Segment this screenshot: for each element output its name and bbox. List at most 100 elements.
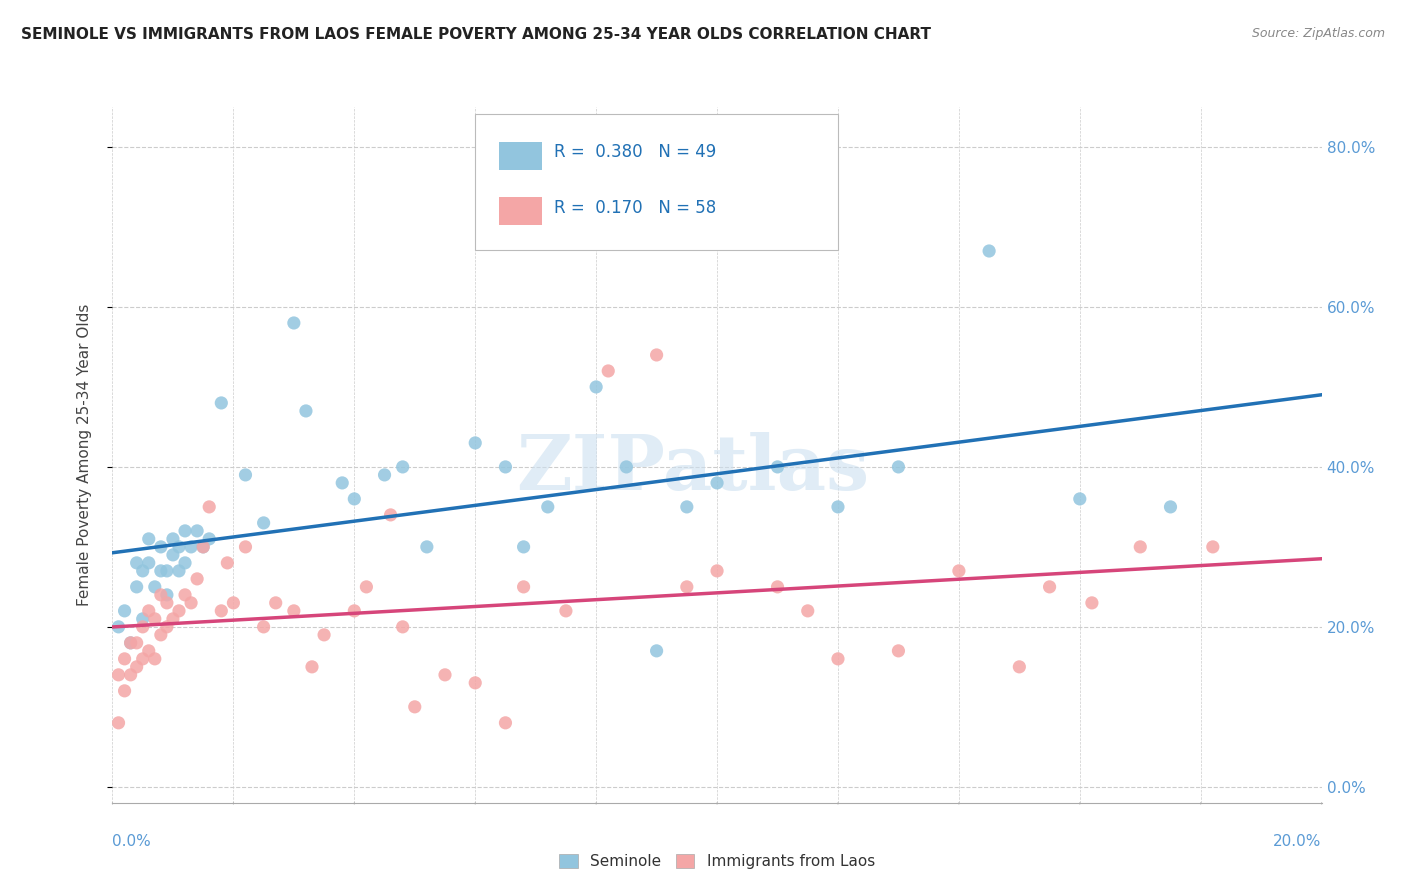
Point [675,500,697,514]
Point [167,604,190,618]
Point [107,715,129,730]
Point [191,540,214,554]
Text: R =  0.170   N = 58: R = 0.170 N = 58 [554,199,716,217]
Point [156,596,179,610]
Point [174,588,197,602]
Point [391,620,413,634]
Point [948,564,970,578]
Text: ZIPatlas: ZIPatlas [516,432,869,506]
Point [138,556,160,570]
Point [1069,491,1091,506]
Point [125,556,148,570]
Point [180,596,202,610]
Point [887,644,910,658]
Point [796,604,818,618]
Point [174,524,197,538]
Point [132,652,155,666]
Point [283,604,305,618]
FancyBboxPatch shape [475,114,838,250]
Point [416,540,439,554]
Text: 0.0%: 0.0% [112,834,152,849]
Point [162,548,184,562]
Point [149,588,172,602]
Point [554,604,576,618]
Point [235,540,257,554]
Point [264,596,287,610]
Point [143,580,166,594]
Point [537,500,560,514]
Point [138,532,160,546]
Point [143,652,166,666]
Point [114,683,136,698]
Point [512,580,534,594]
Point [301,660,323,674]
Point [107,668,129,682]
Point [149,540,172,554]
Text: R =  0.380   N = 49: R = 0.380 N = 49 [554,144,716,161]
Point [132,564,155,578]
Point [343,491,366,506]
Point [138,604,160,618]
Point [138,644,160,658]
Point [217,556,239,570]
Text: 20.0%: 20.0% [1274,834,1322,849]
Point [120,636,142,650]
Point [464,676,486,690]
Point [156,620,179,634]
Point [343,604,366,618]
Point [495,459,517,474]
Point [143,612,166,626]
Point [120,636,142,650]
Point [1081,596,1104,610]
Point [125,636,148,650]
Point [374,467,396,482]
Point [149,628,172,642]
Point [253,620,276,634]
Point [356,580,378,594]
Point [186,524,208,538]
Point [598,364,620,378]
Point [380,508,402,522]
Point [706,475,728,490]
Point [186,572,208,586]
Point [766,580,789,594]
Point [645,644,668,658]
Point [167,564,190,578]
Point [149,564,172,578]
Point [675,580,697,594]
Point [314,628,336,642]
Point [180,540,202,554]
Point [887,459,910,474]
Point [330,475,353,490]
Point [209,604,232,618]
Point [114,604,136,618]
Point [1202,540,1225,554]
Text: SEMINOLE VS IMMIGRANTS FROM LAOS FEMALE POVERTY AMONG 25-34 YEAR OLDS CORRELATIO: SEMINOLE VS IMMIGRANTS FROM LAOS FEMALE … [21,27,931,42]
Point [156,588,179,602]
Point [120,668,142,682]
Point [464,436,486,450]
Point [433,668,456,682]
Point [827,500,849,514]
Point [174,556,197,570]
Bar [499,142,541,169]
Point [191,540,214,554]
Point [162,532,184,546]
Point [198,532,221,546]
Bar [499,197,541,226]
Point [706,564,728,578]
Y-axis label: Female Poverty Among 25-34 Year Olds: Female Poverty Among 25-34 Year Olds [77,304,91,606]
Point [125,660,148,674]
Point [125,580,148,594]
Point [827,652,849,666]
Point [766,459,789,474]
Point [132,620,155,634]
Point [107,620,129,634]
Point [1038,580,1062,594]
Point [404,699,426,714]
Point [198,500,221,514]
Point [512,540,534,554]
Point [1008,660,1031,674]
Point [295,404,318,418]
Point [1159,500,1181,514]
